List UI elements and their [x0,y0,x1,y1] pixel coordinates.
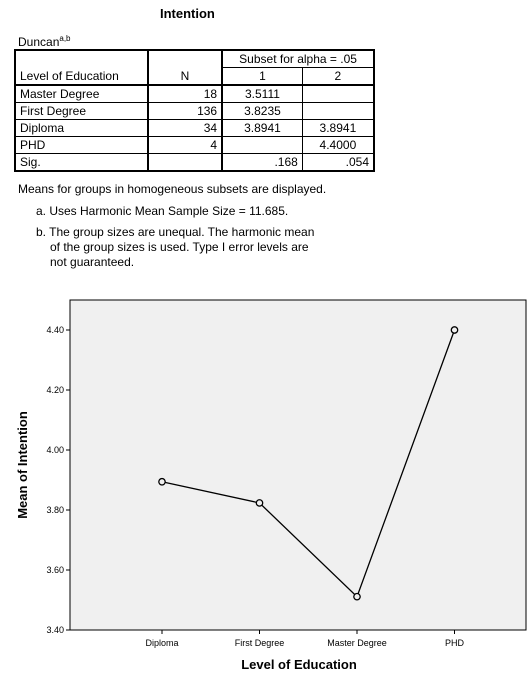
row-subset-1 [221,136,303,154]
row-subset-2: 4.4000 [301,136,375,154]
method-name: Duncan [18,35,60,49]
n-header: N [146,67,223,86]
row-label: Master Degree [14,85,148,103]
y-tick-label: 4.00 [46,445,64,455]
series-line [161,329,456,598]
plot-area [69,299,527,631]
data-point [450,326,459,334]
x-tick-label: Diploma [145,638,178,648]
table-title: Intention [160,6,215,21]
footnote-a: a. Uses Harmonic Mean Sample Size = 11.6… [36,204,289,218]
x-tick-label: Master Degree [327,638,387,648]
y-tick-label: 3.40 [46,625,64,635]
row-label: First Degree [14,102,148,120]
row-label: Sig. [14,153,148,172]
row-subset-1: 3.5111 [221,85,303,103]
y-tick-label: 4.40 [46,325,64,335]
row-label: Diploma [14,119,148,137]
row-subset-1: .168 [221,153,303,172]
row-subset-1: 3.8235 [221,102,303,120]
x-axis-label: Level of Education [241,657,357,672]
y-tick-label: 3.80 [46,505,64,515]
row-subset-2: .054 [301,153,375,172]
subset-header: Subset for alpha = .05 [221,49,375,68]
footnote-b-line2: of the group sizes is used. Type I error… [50,240,309,254]
row-subset-2: 3.8941 [301,119,375,137]
footnote-main: Means for groups in homogeneous subsets … [18,182,327,196]
data-point [158,477,166,486]
header-row-1: Subset for alpha = .05 [14,49,375,68]
duncan-table: Subset for alpha = .05 Level of Educatio… [14,49,375,172]
footnote-b-line1: b. The group sizes are unequal. The harm… [36,225,315,239]
row-n: 136 [146,102,223,120]
row-n: 18 [146,85,223,103]
method-label: Duncana,b [18,34,71,49]
group-header: Level of Education [14,67,148,86]
subset-col-2: 2 [301,67,375,86]
y-axis-label: Mean of Intention [15,411,30,519]
header-blank [14,49,148,68]
footnote-b-line3: not guaranteed. [50,255,135,269]
subset-col-1: 1 [221,67,303,86]
y-tick-label: 3.60 [46,565,64,575]
row-n: 4 [146,136,223,154]
header-blank-n [146,49,223,68]
table-row: First Degree 136 3.8235 [14,102,375,120]
row-subset-2 [301,102,375,120]
row-n: 34 [146,119,223,137]
means-line-chart: 3.40 3.60 3.80 4.00 4.20 4.40 Diploma First Deg… [15,299,527,672]
y-tick-label: 4.20 [46,385,64,395]
table-row: Diploma 34 3.8941 3.8941 [14,119,375,137]
row-label: PHD [14,136,148,154]
row-subset-2 [301,85,375,103]
x-tick-label: PHD [445,638,465,648]
header-row-2: Level of Education N 1 2 [14,67,375,86]
row-subset-1: 3.8941 [221,119,303,137]
x-tick-label: First Degree [235,638,285,648]
table-row: Master Degree 18 3.5111 [14,85,375,103]
table-row-sig: Sig. .168 .054 [14,153,375,172]
data-point [255,499,264,507]
method-footnote-marker: a,b [59,34,71,43]
data-point [353,592,361,601]
table-row: PHD 4 4.4000 [14,136,375,154]
row-n [146,153,223,172]
